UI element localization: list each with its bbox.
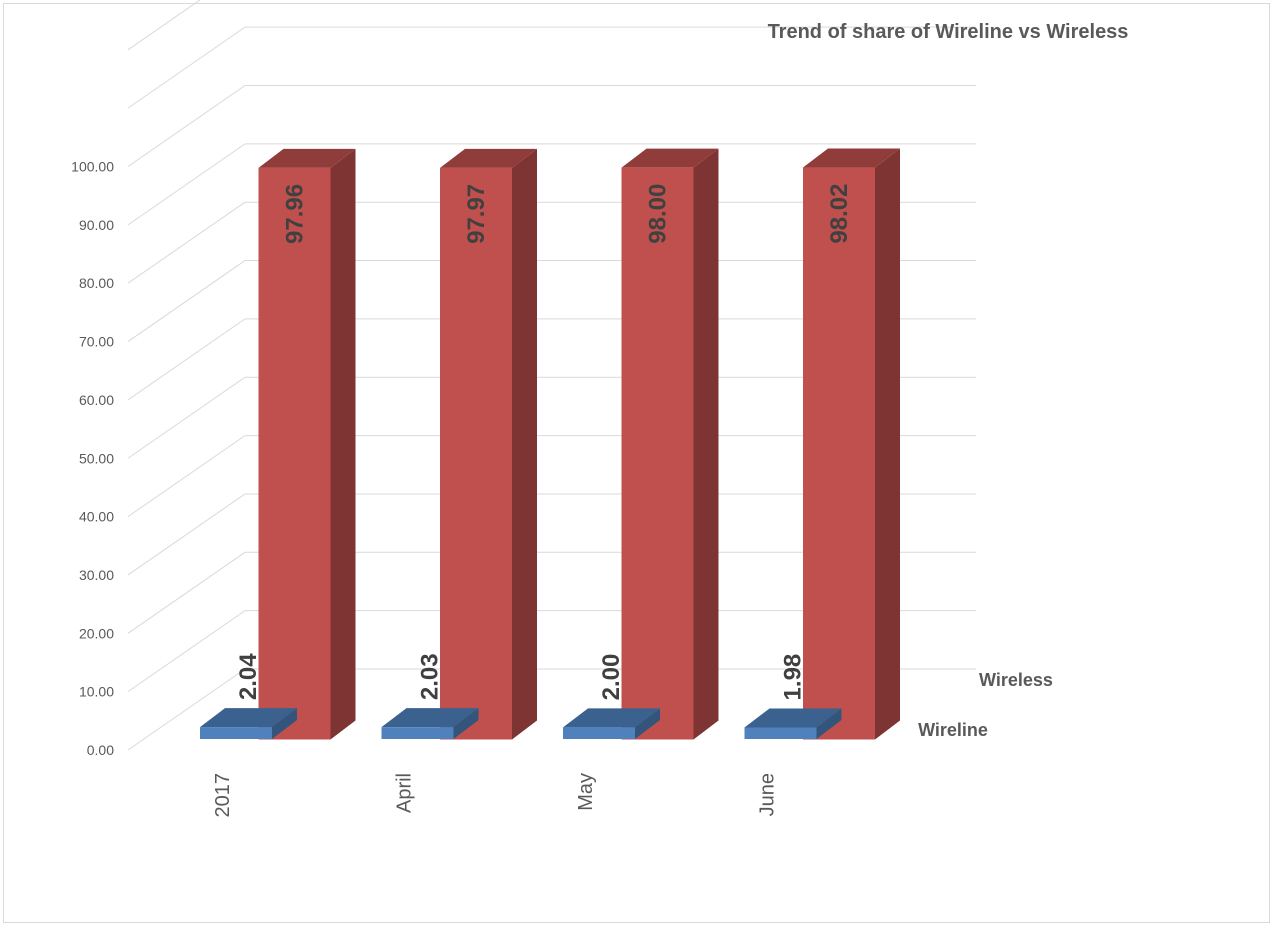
bar-front: [621, 167, 694, 740]
bar-front: [744, 727, 817, 739]
bar-front: [440, 167, 512, 740]
data-label-wireline: 1.98: [780, 654, 807, 701]
bar-top: [803, 148, 900, 168]
x-category-label: April: [394, 773, 416, 813]
side-gridline: [127, 201, 246, 284]
bar-top: [563, 708, 660, 728]
y-tick-label: 30.00: [79, 567, 114, 583]
y-tick-label: 90.00: [79, 217, 114, 233]
series-label-wireline: Wireline: [918, 720, 988, 740]
bar-wireline-april: [381, 708, 479, 739]
y-axis-ticks: 0.00 10.00 20.00 30.00 40.00 50.00 60.00 70.00 8…: [71, 159, 114, 759]
bar-side: [453, 708, 479, 739]
bar-side: [635, 708, 660, 739]
bar-top: [200, 708, 297, 728]
bar-front: [381, 727, 454, 739]
x-category-label: June: [757, 773, 779, 816]
side-gridline: [127, 668, 246, 751]
bar-front: [563, 727, 635, 739]
bar-side: [330, 148, 356, 740]
y-tick-label: 20.00: [79, 625, 114, 641]
y-tick-label: 50.00: [79, 450, 114, 466]
bar-wireline-june: [744, 708, 842, 739]
y-tick-label: 0.00: [87, 742, 114, 758]
y-tick-label: 10.00: [79, 684, 114, 700]
bar-wireless-june: [803, 148, 900, 740]
side-gridline: [127, 551, 246, 634]
bar-front: [803, 167, 875, 740]
bar-side: [693, 148, 719, 740]
bar-top: [744, 708, 842, 728]
side-gridline: [127, 260, 246, 342]
data-label-wireless: 97.96: [282, 184, 309, 244]
side-gridline: [127, 0, 201, 51]
x-axis-categories: 2017 April May June: [212, 773, 779, 818]
bar-side: [816, 708, 842, 739]
data-label-wireline: 2.03: [417, 653, 444, 700]
data-label-wireline: 2.00: [598, 654, 625, 701]
y-tick-label: 40.00: [79, 509, 114, 525]
bar-wireless-april: [440, 148, 537, 740]
chart-bars: 97.96 2.04 97.97 2.03 98.00 2.00 98.02 1.98: [200, 148, 900, 740]
side-gridline: [127, 143, 246, 226]
bar-wireline-2017: [200, 708, 297, 739]
side-gridline: [127, 493, 246, 576]
series-label-wireless: Wireless: [979, 670, 1053, 690]
x-category-label: 2017: [212, 773, 234, 818]
chart-title: Trend of share of Wireline vs Wireless: [768, 21, 1129, 43]
bar-side: [512, 148, 537, 740]
side-gridline: [127, 435, 246, 518]
side-gridline: [127, 26, 246, 109]
bar-front: [258, 167, 331, 740]
bar-top: [621, 148, 719, 168]
bar-wireline-may: [563, 708, 660, 739]
bar-side: [272, 708, 297, 739]
y-tick-label: 70.00: [79, 334, 114, 350]
side-gridline: [127, 376, 246, 459]
data-label-wireless: 98.02: [826, 184, 853, 244]
side-gridline: [127, 610, 246, 693]
side-gridline: [127, 318, 246, 401]
bar-wireless-2017: [258, 148, 356, 740]
data-label-wireless: 98.00: [645, 184, 672, 244]
bar-top: [440, 148, 537, 168]
bar-front: [200, 727, 272, 739]
bar-top: [381, 708, 479, 728]
y-tick-label: 60.00: [79, 392, 114, 408]
data-label-wireless: 97.97: [463, 184, 490, 244]
bar-side: [875, 148, 900, 740]
data-label-wireline: 2.04: [235, 653, 262, 700]
bar-top: [258, 148, 356, 168]
y-tick-label: 80.00: [79, 275, 114, 291]
x-category-label: May: [575, 773, 597, 811]
bar-wireless-may: [621, 148, 719, 740]
y-tick-label: 100.00: [71, 159, 114, 175]
side-gridline: [127, 85, 246, 167]
